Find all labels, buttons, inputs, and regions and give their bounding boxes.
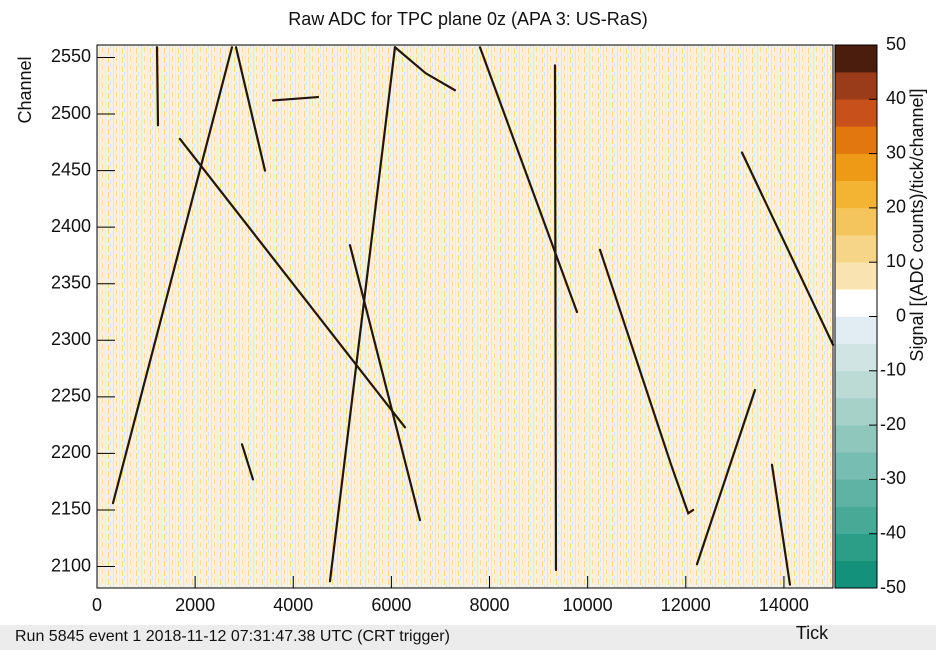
y-tick-label: 2350	[51, 272, 91, 292]
y-tick-label: 2550	[51, 46, 91, 66]
x-tick-label: 8000	[470, 595, 510, 615]
x-tick-label: 6000	[371, 595, 411, 615]
track	[553, 64, 558, 572]
footer-bar	[0, 625, 936, 650]
track	[598, 248, 695, 516]
track	[234, 46, 267, 172]
colorbar-bin	[834, 126, 878, 154]
y-tick-label: 2450	[51, 159, 91, 179]
y-tick-label: 2200	[51, 442, 91, 462]
z-tick-label: -20	[880, 414, 906, 434]
colorbar-bin	[834, 452, 878, 480]
y-axis-label: Channel	[15, 56, 35, 123]
x-tick-label: 14000	[759, 595, 809, 615]
track	[348, 244, 422, 522]
y-tick-label: 2250	[51, 386, 91, 406]
colorbar-bin	[834, 370, 878, 399]
track	[271, 95, 320, 102]
x-tick-label: 0	[92, 595, 102, 615]
colorbar-bin	[834, 289, 878, 317]
z-tick-label: 30	[886, 142, 906, 162]
colorbar-bin	[834, 479, 878, 507]
colorbar-bin	[834, 99, 878, 127]
colorbar-bin	[834, 44, 878, 73]
track	[770, 463, 792, 586]
colorbar-bin	[834, 506, 878, 534]
z-tick-label: -10	[880, 360, 906, 380]
track	[393, 46, 457, 92]
colorbar-bin	[834, 180, 878, 209]
track	[155, 46, 160, 127]
y-tick-label: 2150	[51, 499, 91, 519]
track	[695, 388, 757, 566]
z-tick-label: -30	[880, 468, 906, 488]
footer-text: Run 5845 event 1 2018-11-12 07:31:47.38 …	[15, 628, 450, 645]
z-axis-label: Signal [(ADC counts)/tick/channel]	[907, 88, 927, 361]
z-tick-label: 10	[886, 251, 906, 271]
track	[328, 46, 397, 583]
colorbar-bin	[834, 560, 878, 589]
z-tick-label: 20	[886, 197, 906, 217]
chart-title: Raw ADC for TPC plane 0z (APA 3: US-RaS)	[288, 9, 647, 29]
colorbar-bin	[834, 397, 878, 426]
colorbar-bin	[834, 234, 878, 263]
colorbar-bin	[834, 533, 878, 562]
x-tick-label: 10000	[563, 595, 613, 615]
x-tick-label: 2000	[175, 595, 215, 615]
z-tick-label: 0	[896, 305, 906, 325]
y-tick-label: 2500	[51, 103, 91, 123]
z-tick-label: 50	[886, 34, 906, 54]
track	[111, 46, 234, 505]
z-tick-label: -40	[880, 522, 906, 542]
colorbar-bin	[834, 153, 878, 182]
track	[740, 151, 835, 346]
track	[478, 46, 579, 314]
colorbar-bin	[834, 207, 878, 236]
colorbar-bin	[834, 71, 878, 100]
colorbar-bin	[834, 261, 878, 290]
track	[240, 443, 255, 481]
y-tick-label: 2300	[51, 329, 91, 349]
colorbar-bin	[834, 343, 878, 372]
z-tick-label: 40	[886, 88, 906, 108]
z-tick-label: -50	[880, 577, 906, 597]
y-tick-label: 2400	[51, 216, 91, 236]
track	[178, 137, 407, 429]
x-tick-label: 4000	[273, 595, 313, 615]
x-tick-label: 12000	[661, 595, 711, 615]
plot-area	[111, 46, 835, 586]
colorbar-bin	[834, 424, 878, 453]
x-axis-label: Tick	[796, 623, 829, 643]
plot-frame	[96, 44, 834, 589]
colorbar-bin	[834, 316, 878, 344]
y-tick-label: 2100	[51, 555, 91, 575]
plot-background	[97, 45, 833, 588]
